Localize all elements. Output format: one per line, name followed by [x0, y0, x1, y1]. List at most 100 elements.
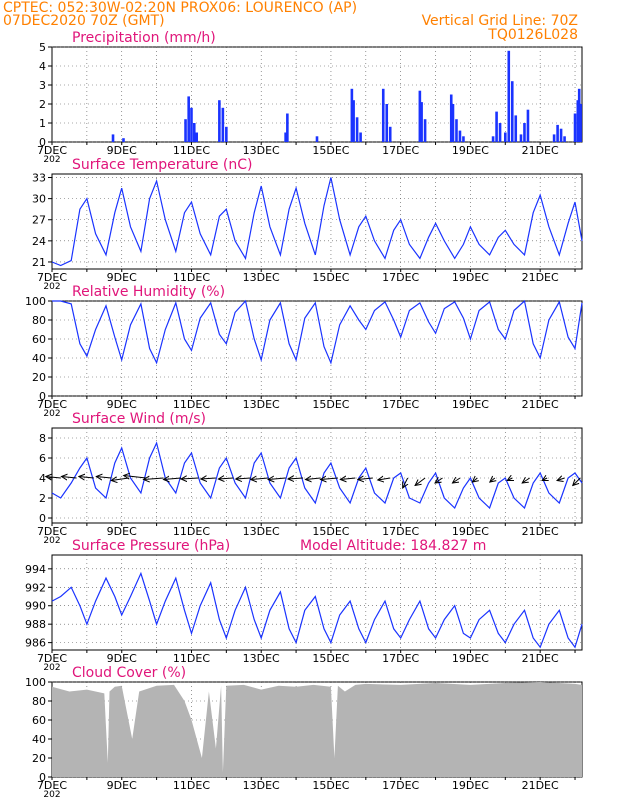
rh-series-line — [52, 299, 583, 365]
x-tick-label: 19DEC — [452, 144, 489, 157]
x-tick-label: 15DEC — [312, 271, 349, 284]
panel-frame — [51, 300, 583, 397]
header-run-id: TQ0126L028 — [487, 27, 578, 43]
x-year-label: 202 — [43, 790, 60, 800]
x-tick-label: 17DEC — [382, 525, 419, 538]
precip-bar — [579, 104, 582, 142]
y-tick-label: 60 — [32, 333, 46, 346]
y-tick-label: 27 — [32, 214, 46, 227]
panel-temp: 21 24 27 30 33 7DEC 9DEC 11DEC 13DEC 15DEC 17DEC 19… — [32, 172, 583, 292]
precip-bar — [576, 100, 580, 142]
x-tick-label: 7DEC — [37, 779, 67, 792]
precip-bar — [573, 113, 577, 142]
wind-vector-arrow — [96, 477, 112, 479]
y-tick-label: 100 — [25, 676, 46, 689]
panel-frame — [51, 173, 583, 270]
precip-bar — [111, 134, 115, 142]
y-tick-label: 0 — [39, 390, 46, 403]
precip-bar — [526, 109, 530, 142]
y-tick-label: 20 — [32, 371, 46, 384]
precip-bar — [451, 104, 455, 142]
panel-cloud: 0 20 40 60 80 100 7DEC 9DEC 11DEC 13DEC 15DEC 17DEC… — [25, 676, 583, 800]
precip-bar — [195, 132, 199, 142]
wind-vector-arrow — [452, 478, 461, 483]
x-tick-label: 17DEC — [382, 144, 419, 157]
precip-bar — [552, 134, 556, 142]
x-year-label: 202 — [43, 536, 60, 546]
temp-series-line — [51, 177, 583, 267]
title-surface-temperature: Surface Temperature (nC) — [72, 157, 253, 173]
precip-bar — [523, 123, 526, 142]
x-tick-label: 13DEC — [243, 271, 280, 284]
x-tick-label: 21DEC — [522, 271, 559, 284]
wind-vector-arrow — [573, 477, 581, 486]
x-tick-label: 9DEC — [107, 525, 137, 538]
x-tick-label: 7DEC — [37, 652, 67, 665]
x-tick-label: 13DEC — [243, 652, 280, 665]
y-tick-label: 992 — [25, 581, 46, 594]
x-tick-label: 11DEC — [173, 652, 210, 665]
y-tick-label: 30 — [32, 193, 46, 206]
y-tick-label: 990 — [25, 600, 46, 613]
precip-bar — [225, 126, 228, 142]
x-tick-label: 13DEC — [243, 144, 280, 157]
wind-vector-arrow — [435, 478, 443, 483]
header-date: 07DEC2020 70Z (GMT) — [3, 13, 165, 29]
precip-bar — [559, 128, 563, 142]
precip-bar — [514, 115, 518, 142]
x-tick-label: 9DEC — [107, 144, 137, 157]
y-tick-label: 994 — [25, 563, 46, 576]
x-tick-label: 17DEC — [382, 652, 419, 665]
x-tick-label: 15DEC — [312, 779, 349, 792]
precip-bar — [491, 136, 495, 142]
precip-bar — [498, 123, 502, 142]
y-tick-label: 2 — [39, 98, 46, 111]
title-relative-humidity: Relative Humidity (%) — [72, 284, 225, 300]
y-tick-label: 100 — [25, 295, 46, 308]
panel-frame — [51, 427, 583, 524]
wind-vector-arrow — [522, 478, 530, 483]
wind-vector-arrow — [201, 478, 216, 479]
precip-bar — [190, 107, 193, 142]
y-tick-label: 986 — [25, 637, 46, 650]
precip-bar — [458, 130, 462, 142]
wind-vector-arrow — [557, 478, 565, 481]
x-tick-label: 21DEC — [522, 779, 559, 792]
x-year-label: 202 — [43, 155, 60, 165]
precip-bar — [350, 88, 354, 142]
wind-vector-arrow — [378, 478, 391, 480]
wind-vector-arrow — [164, 478, 182, 480]
panel-frame — [51, 554, 583, 651]
x-tick-label: 21DEC — [522, 525, 559, 538]
precip-bar — [315, 136, 319, 142]
x-tick-label: 15DEC — [312, 398, 349, 411]
wind-vector-arrow — [46, 477, 61, 479]
precip-bar — [495, 111, 498, 142]
y-tick-label: 21 — [32, 256, 46, 269]
wind-vector-arrow — [340, 478, 356, 480]
precip-bar — [187, 96, 190, 142]
x-tick-label: 7DEC — [37, 144, 67, 157]
cloud-cover-area — [52, 682, 582, 777]
x-tick-label: 13DEC — [243, 398, 280, 411]
x-tick-label: 19DEC — [452, 398, 489, 411]
precip-bar — [218, 100, 221, 142]
panel-pressure: 986 988 990 992 994 7DEC 9DEC 11DEC 13DEC 15DEC 17… — [25, 554, 583, 673]
wind-vector-arrow — [268, 478, 286, 480]
y-tick-label: 33 — [32, 172, 46, 185]
x-tick-label: 15DEC — [312, 144, 349, 157]
header-grid-note: Vertical Grid Line: 70Z — [422, 13, 578, 29]
model-altitude-note: Model Altitude: 184.827 m — [300, 538, 486, 554]
precip-bar — [556, 124, 559, 142]
precip-bar — [577, 88, 581, 142]
y-tick-label: 988 — [25, 618, 46, 631]
y-tick-label: 0 — [39, 771, 46, 784]
precip-bar — [423, 119, 427, 142]
x-tick-label: 11DEC — [173, 398, 210, 411]
wind-series-line — [51, 441, 583, 510]
x-tick-label: 21DEC — [522, 652, 559, 665]
precip-bar — [418, 90, 422, 142]
precip-bar — [221, 107, 225, 142]
precip-bar — [449, 94, 453, 142]
panel-rh: 0 20 40 60 80 100 7DEC 9DEC 11DEC 13DEC 15DEC 17DEC… — [25, 295, 583, 419]
